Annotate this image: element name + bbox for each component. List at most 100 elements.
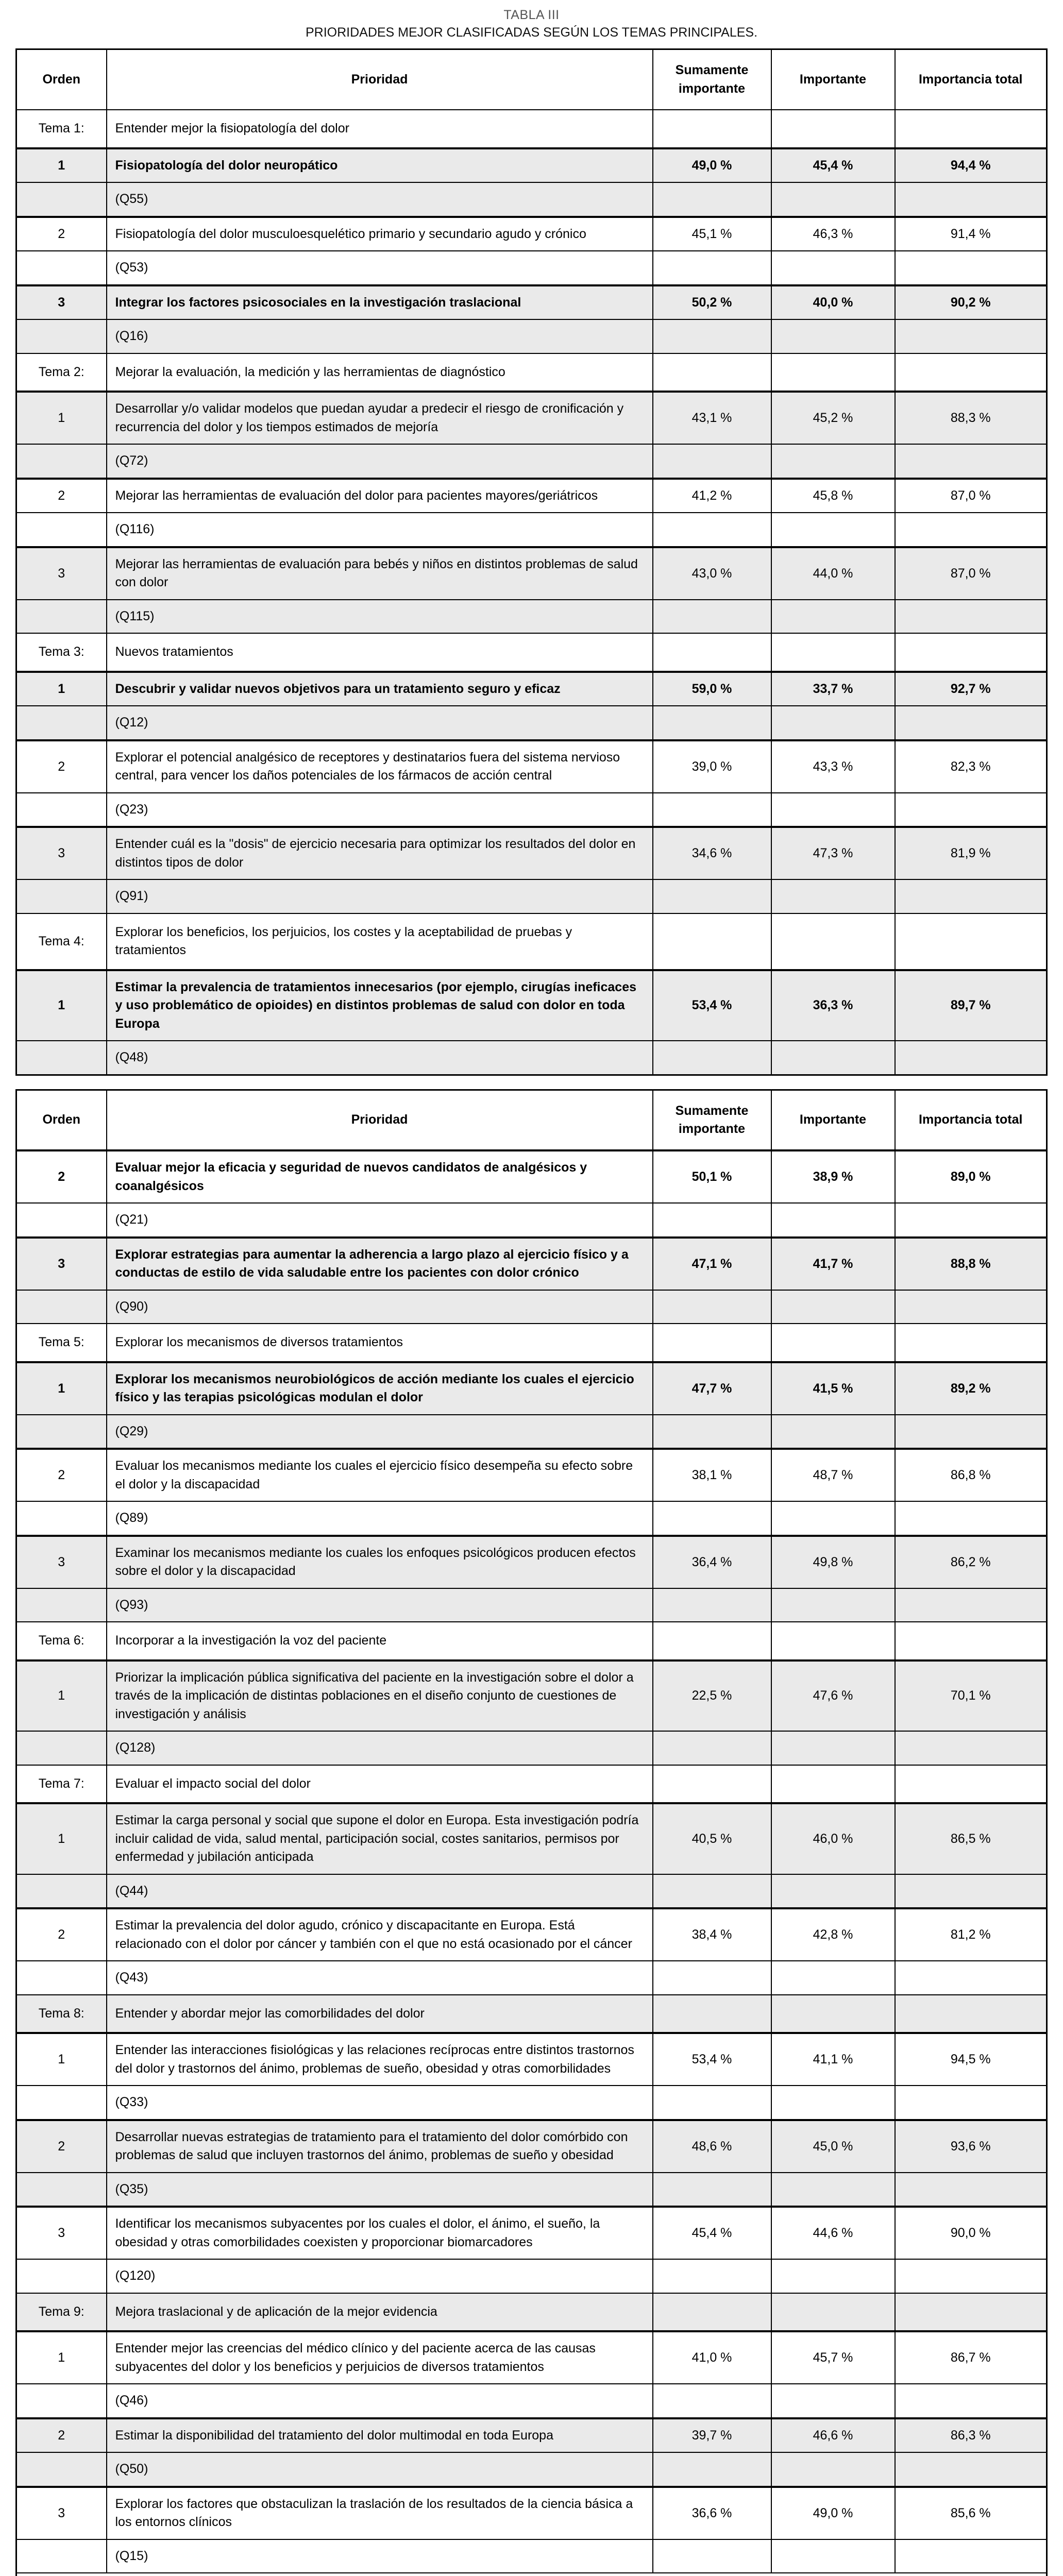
value-sumamente-importante: 50,2 % [652,284,772,320]
question-code-row: (Q12) [15,705,1048,741]
col-header-orden: Orden [15,48,107,111]
value-sumamente-importante [652,1621,772,1661]
priority-text: Estimar la carga personal y social que s… [106,1802,653,1875]
priority-row: 1 Entender las interacciones fisiológicas… [15,2032,1048,2087]
rank-number [15,1040,107,1076]
value-importancia-total: 93,6 % [894,2119,1048,2173]
value-importancia-total: 85,6 % [894,2485,1048,2540]
table-title-block: TABLA III PRIORIDADES MEJOR CLASIFICADAS… [0,0,1063,43]
table-number: TABLA III [503,8,560,22]
question-code-row: (Q115) [15,599,1048,634]
theme-row: Tema 8: Entender y abordar mejor las como… [15,1994,1048,2034]
theme-row: Tema 7: Evaluar el impacto social del dol… [15,1764,1048,1804]
priority-text: Integrar los factores psicosociales en l… [106,284,653,320]
rank-number: 1 [15,147,107,183]
priority-row: 1 Priorizar la implicación pública signif… [15,1659,1048,1732]
question-code: (Q90) [106,1289,653,1325]
theme-label: Tema 8: [15,1994,107,2034]
value-importancia-total [894,633,1048,672]
value-sumamente-importante: 48,6 % [652,2119,772,2173]
theme-title: Explorar los mecanismos de diversos trat… [106,1323,653,1363]
rank-number [15,792,107,828]
rank-number [15,512,107,548]
table-body-2: 2 Evaluar mejor la eficacia y seguridad d… [15,1149,1048,2574]
priority-text: Desarrollar y/o validar modelos que pued… [106,391,653,445]
rank-number [15,1202,107,1238]
rank-number [15,705,107,741]
value-importancia-total [894,1873,1048,1909]
value-sumamente-importante: 47,7 % [652,1361,772,1415]
rank-number: 2 [15,2119,107,2173]
question-code: (Q44) [106,1873,653,1909]
value-importante [770,352,896,393]
priority-row: 1 Estimar la carga personal y social que … [15,1802,1048,1875]
value-importante: 45,7 % [770,2330,896,2385]
rank-number [15,250,107,286]
rank-number [15,2452,107,2487]
rank-number: 1 [15,969,107,1042]
priority-row: 3 Explorar los factores que obstaculizan … [15,2485,1048,2540]
priority-text: Explorar los mecanismos neurobiológicos … [106,1361,653,1415]
value-importante: 47,6 % [770,1659,896,1732]
rank-number: 3 [15,826,107,880]
question-code: (Q21) [106,1202,653,1238]
rank-number [15,2085,107,2121]
question-code-row: (Q16) [15,319,1048,354]
value-importancia-total [894,2292,1048,2332]
value-importancia-total: 81,2 % [894,1907,1048,1962]
priority-row: 2 Estimar la disponibilidad del tratamien… [15,2417,1048,2453]
priority-row: 1 Entender mejor las creencias del médico… [15,2330,1048,2385]
priority-text: Entender cuál es la "dosis" de ejercicio… [106,826,653,880]
value-sumamente-importante [652,1323,772,1363]
value-importante [770,1621,896,1661]
value-sumamente-importante: 38,1 % [652,1448,772,1502]
value-sumamente-importante: 50,1 % [652,1149,772,1204]
value-sumamente-importante: 39,0 % [652,739,772,793]
value-importancia-total [894,444,1048,479]
question-code: (Q29) [106,1414,653,1450]
priority-row: 1 Desarrollar y/o validar modelos que pue… [15,391,1048,445]
priority-row: 2 Desarrollar nuevas estrategias de trata… [15,2119,1048,2173]
value-importancia-total [894,512,1048,548]
question-code-row: (Q116) [15,512,1048,548]
rank-number: 3 [15,1236,107,1291]
question-code: (Q93) [106,1587,653,1623]
value-sumamente-importante [652,1501,772,1536]
priority-text: Estimar la prevalencia de tratamientos i… [106,969,653,1042]
value-importancia-total [894,1202,1048,1238]
value-importante [770,512,896,548]
value-importancia-total: 89,7 % [894,969,1048,1042]
theme-title: Nuevos tratamientos [106,633,653,672]
value-sumamente-importante [652,2172,772,2208]
rank-number [15,1289,107,1325]
rank-number: 2 [15,1907,107,1962]
value-sumamente-importante [652,792,772,828]
value-importante [770,2292,896,2332]
value-importancia-total: 94,5 % [894,2032,1048,2087]
priority-text: Estimar la prevalencia del dolor agudo, … [106,1907,653,1962]
rank-number [15,444,107,479]
value-sumamente-importante [652,705,772,741]
question-code: (Q91) [106,879,653,914]
rank-number [15,1731,107,1766]
rank-number: 3 [15,2485,107,2540]
col-header-sumamente-importante: Sumamente importante [652,1089,772,1151]
value-importancia-total: 70,1 % [894,1659,1048,1732]
rank-number [15,182,107,217]
question-code: (Q48) [106,1040,653,1076]
theme-row: Tema 5: Explorar los mecanismos de divers… [15,1323,1048,1363]
value-importante [770,182,896,217]
value-importante [770,2383,896,2419]
question-code: (Q16) [106,319,653,354]
value-sumamente-importante: 36,4 % [652,1534,772,1589]
value-importancia-total [894,2259,1048,2294]
theme-title: Entender mejor la fisiopatología del dol… [106,109,653,149]
value-importante: 33,7 % [770,670,896,707]
question-code: (Q50) [106,2452,653,2487]
value-importancia-total: 91,4 % [894,215,1048,252]
theme-label: Tema 1: [15,109,107,149]
value-importante: 41,1 % [770,2032,896,2087]
priority-text: Mejorar las herramientas de evaluación p… [106,546,653,600]
question-code-row: (Q72) [15,444,1048,479]
value-importante: 45,2 % [770,391,896,445]
